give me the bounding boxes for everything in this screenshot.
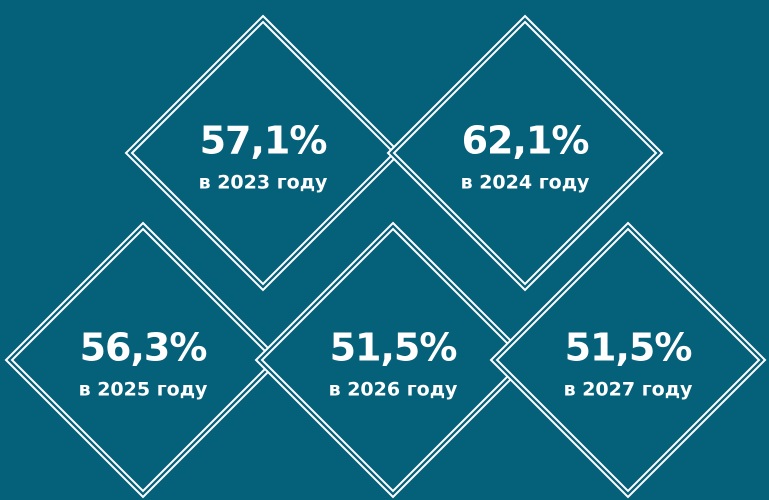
caption-label: в 2024 году <box>461 172 590 194</box>
diamond-inner <box>392 20 658 286</box>
value-label: 51,5% <box>565 326 692 370</box>
caption-label: в 2025 году <box>79 379 208 401</box>
caption-label: в 2027 году <box>564 379 693 401</box>
diamond-inner <box>10 227 276 493</box>
value-label: 56,3% <box>80 326 207 370</box>
caption-label: в 2023 году <box>199 172 328 194</box>
caption-label: в 2026 году <box>329 379 458 401</box>
value-label: 57,1% <box>200 119 327 163</box>
diamond-inner <box>130 20 396 286</box>
diamond-inner <box>495 227 761 493</box>
value-label: 51,5% <box>330 326 457 370</box>
diamond-inner <box>260 227 526 493</box>
value-label: 62,1% <box>462 119 589 163</box>
